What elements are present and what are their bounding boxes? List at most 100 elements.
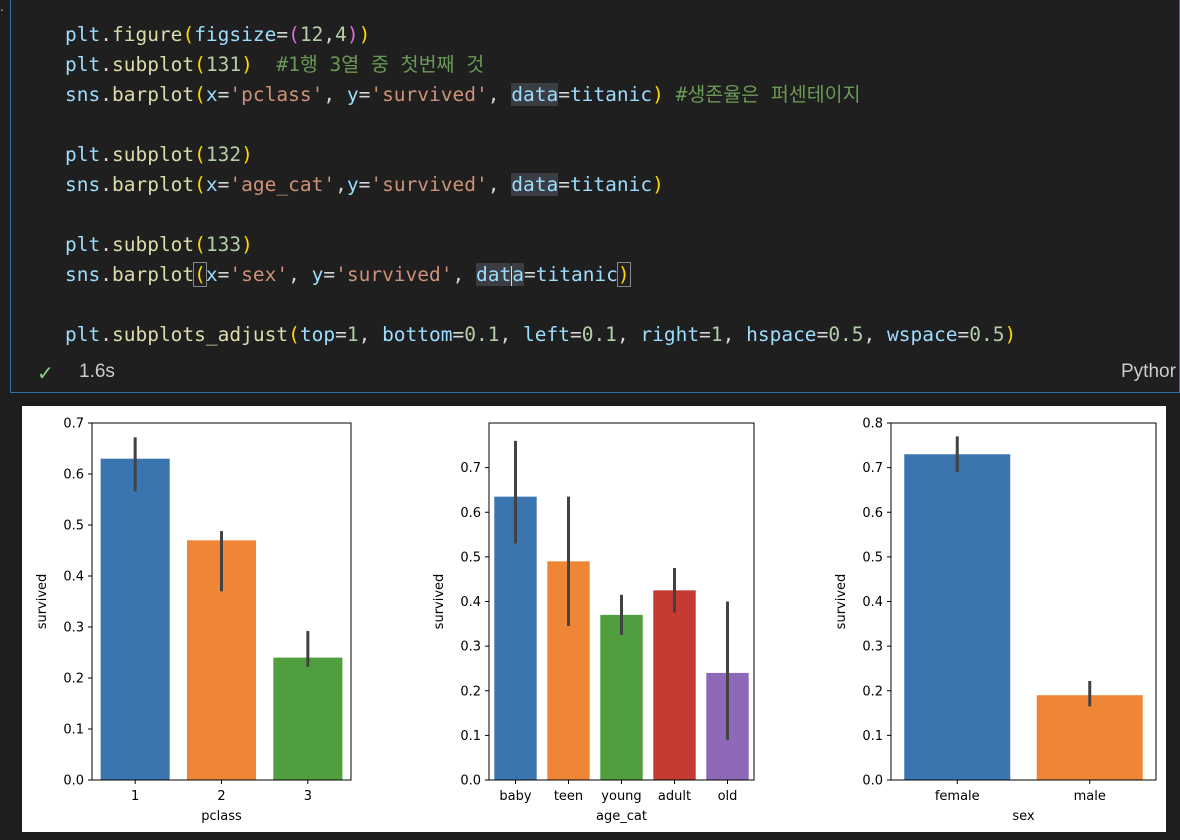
code-token: barplot	[111, 173, 195, 196]
code-token: 'pclass'	[229, 83, 324, 106]
code-token: right	[640, 323, 700, 346]
code-line[interactable]: plt.subplots_adjust(top=1, bottom=0.1, l…	[65, 320, 1016, 350]
code-token: 0.5	[969, 323, 1005, 346]
code-token: .	[100, 83, 112, 106]
y-tick-label: 0.2	[862, 684, 883, 699]
execution-time: 1.6s	[79, 361, 115, 382]
y-tick-label: 0.6	[63, 468, 84, 483]
code-token: (	[194, 233, 206, 256]
code-token: =	[276, 23, 289, 46]
code-token: x	[205, 83, 218, 106]
code-token: titanic	[535, 263, 618, 286]
code-token: =	[217, 263, 230, 286]
x-tick-label: adult	[658, 789, 691, 804]
code-token: #생존율은 퍼센테이지	[663, 83, 861, 106]
subplot-3: female male 0.0 0.1 0.2 0.3 0.4 0.5 0.6 0.7 0.8 sex…	[834, 417, 1157, 824]
y-tick-label: 0.4	[460, 595, 481, 610]
y-tick-label: 0.1	[63, 723, 84, 738]
code-token: (	[194, 83, 206, 106]
x-axis-label: pclass	[201, 809, 242, 824]
y-axis-label: survived	[834, 574, 849, 630]
code-token: =	[323, 263, 336, 286]
code-line[interactable]: plt.subplot(133)	[65, 230, 1016, 260]
code-cell[interactable]	[10, 0, 1180, 393]
bar	[600, 614, 643, 780]
code-token: sns	[65, 173, 101, 196]
code-token: subplot	[111, 143, 195, 166]
y-tick-label: 0.0	[862, 774, 883, 789]
code-line[interactable]: plt.figure(figsize=(12,4))	[65, 20, 1016, 50]
cell-output: 1 2 3 0.0 0.1 0.2 0.3 0.4 0.5 0.6 0.7 pclass survive…	[22, 406, 1166, 832]
subplot-2: baby teen young adult old 0.0 0.1 0.2 0.3 0.4 0.5 0…	[432, 422, 755, 824]
code-token: ,	[335, 173, 347, 196]
y-tick-label: 0.2	[63, 672, 84, 687]
code-token: 0.1	[464, 323, 500, 346]
cell-status-bar: ✓ 1.6s Pythor	[37, 360, 1177, 386]
code-token: y	[346, 173, 359, 196]
text-cursor	[511, 265, 513, 286]
code-token: )	[241, 143, 253, 166]
axes-frame	[890, 422, 1157, 781]
code-token: )	[346, 23, 359, 46]
code-token: =	[957, 323, 970, 346]
x-tick-label: old	[718, 789, 738, 804]
y-tick-label: 0.4	[63, 570, 84, 585]
code-line[interactable]	[65, 290, 1016, 320]
x-tick-label: female	[935, 789, 980, 804]
code-token: ,	[487, 173, 512, 196]
cell-marker: .	[0, 0, 4, 14]
code-token: wspace	[887, 323, 958, 346]
y-tick-label: 0.5	[460, 550, 481, 565]
code-token: y	[311, 263, 324, 286]
bar	[1036, 695, 1143, 780]
bar	[100, 458, 170, 780]
code-token: y	[346, 83, 359, 106]
y-tick-label: 0.8	[862, 417, 883, 432]
code-token: 133	[205, 233, 242, 256]
code-token: sns	[65, 83, 101, 106]
code-token: figure	[111, 23, 183, 46]
code-line[interactable]	[65, 200, 1016, 230]
code-line[interactable]: sns.barplot(x='sex', y='survived', data=…	[65, 260, 1016, 290]
code-token: .	[100, 233, 112, 256]
code-line[interactable]	[65, 110, 1016, 140]
y-tick-label: 0.5	[63, 519, 84, 534]
code-line[interactable]: sns.barplot(x='pclass', y='survived', da…	[65, 80, 1016, 110]
code-token: plt	[65, 143, 101, 166]
bar	[653, 590, 696, 780]
code-token: ,	[452, 263, 476, 286]
code-token: (	[194, 143, 206, 166]
code-token: ,	[722, 323, 747, 346]
code-token: )	[616, 262, 631, 287]
code-token: a	[512, 263, 524, 286]
code-line[interactable]: plt.subplot(132)	[65, 140, 1016, 170]
code-token: ,	[863, 323, 888, 346]
code-token: left	[522, 323, 570, 346]
code-token: ,	[358, 323, 383, 346]
code-token: titanic	[569, 83, 653, 106]
y-tick-label: 0.4	[862, 595, 883, 610]
code-token: .	[100, 263, 112, 286]
y-tick-label: 0.5	[862, 550, 883, 565]
code-token: (	[288, 23, 300, 46]
code-token: titanic	[569, 173, 653, 196]
y-tick-label: 0.3	[460, 640, 481, 655]
code-token: subplot	[111, 53, 195, 76]
y-tick-label: 0.7	[862, 461, 883, 476]
kernel-language-label[interactable]: Pythor	[1121, 361, 1176, 382]
code-token: ,	[323, 23, 336, 46]
code-token: x	[205, 173, 218, 196]
code-token: =	[699, 323, 711, 346]
code-token: ,	[487, 83, 512, 106]
success-check-icon: ✓	[37, 363, 54, 385]
code-token: ,	[323, 83, 347, 106]
code-line[interactable]: plt.subplot(131) #1행 3열 중 첫번째 것	[65, 50, 1016, 80]
code-token: subplots_adjust	[111, 323, 289, 346]
x-axis-label: sex	[1012, 809, 1035, 824]
bar	[904, 454, 1011, 780]
code-line[interactable]: sns.barplot(x='age_cat',y='survived', da…	[65, 170, 1016, 200]
code-token: plt	[65, 323, 101, 346]
code-token: .	[100, 143, 112, 166]
code-editor[interactable]: plt.figure(figsize=(12,4)) plt.subplot(13…	[65, 20, 1016, 350]
code-token: )	[1004, 323, 1017, 346]
